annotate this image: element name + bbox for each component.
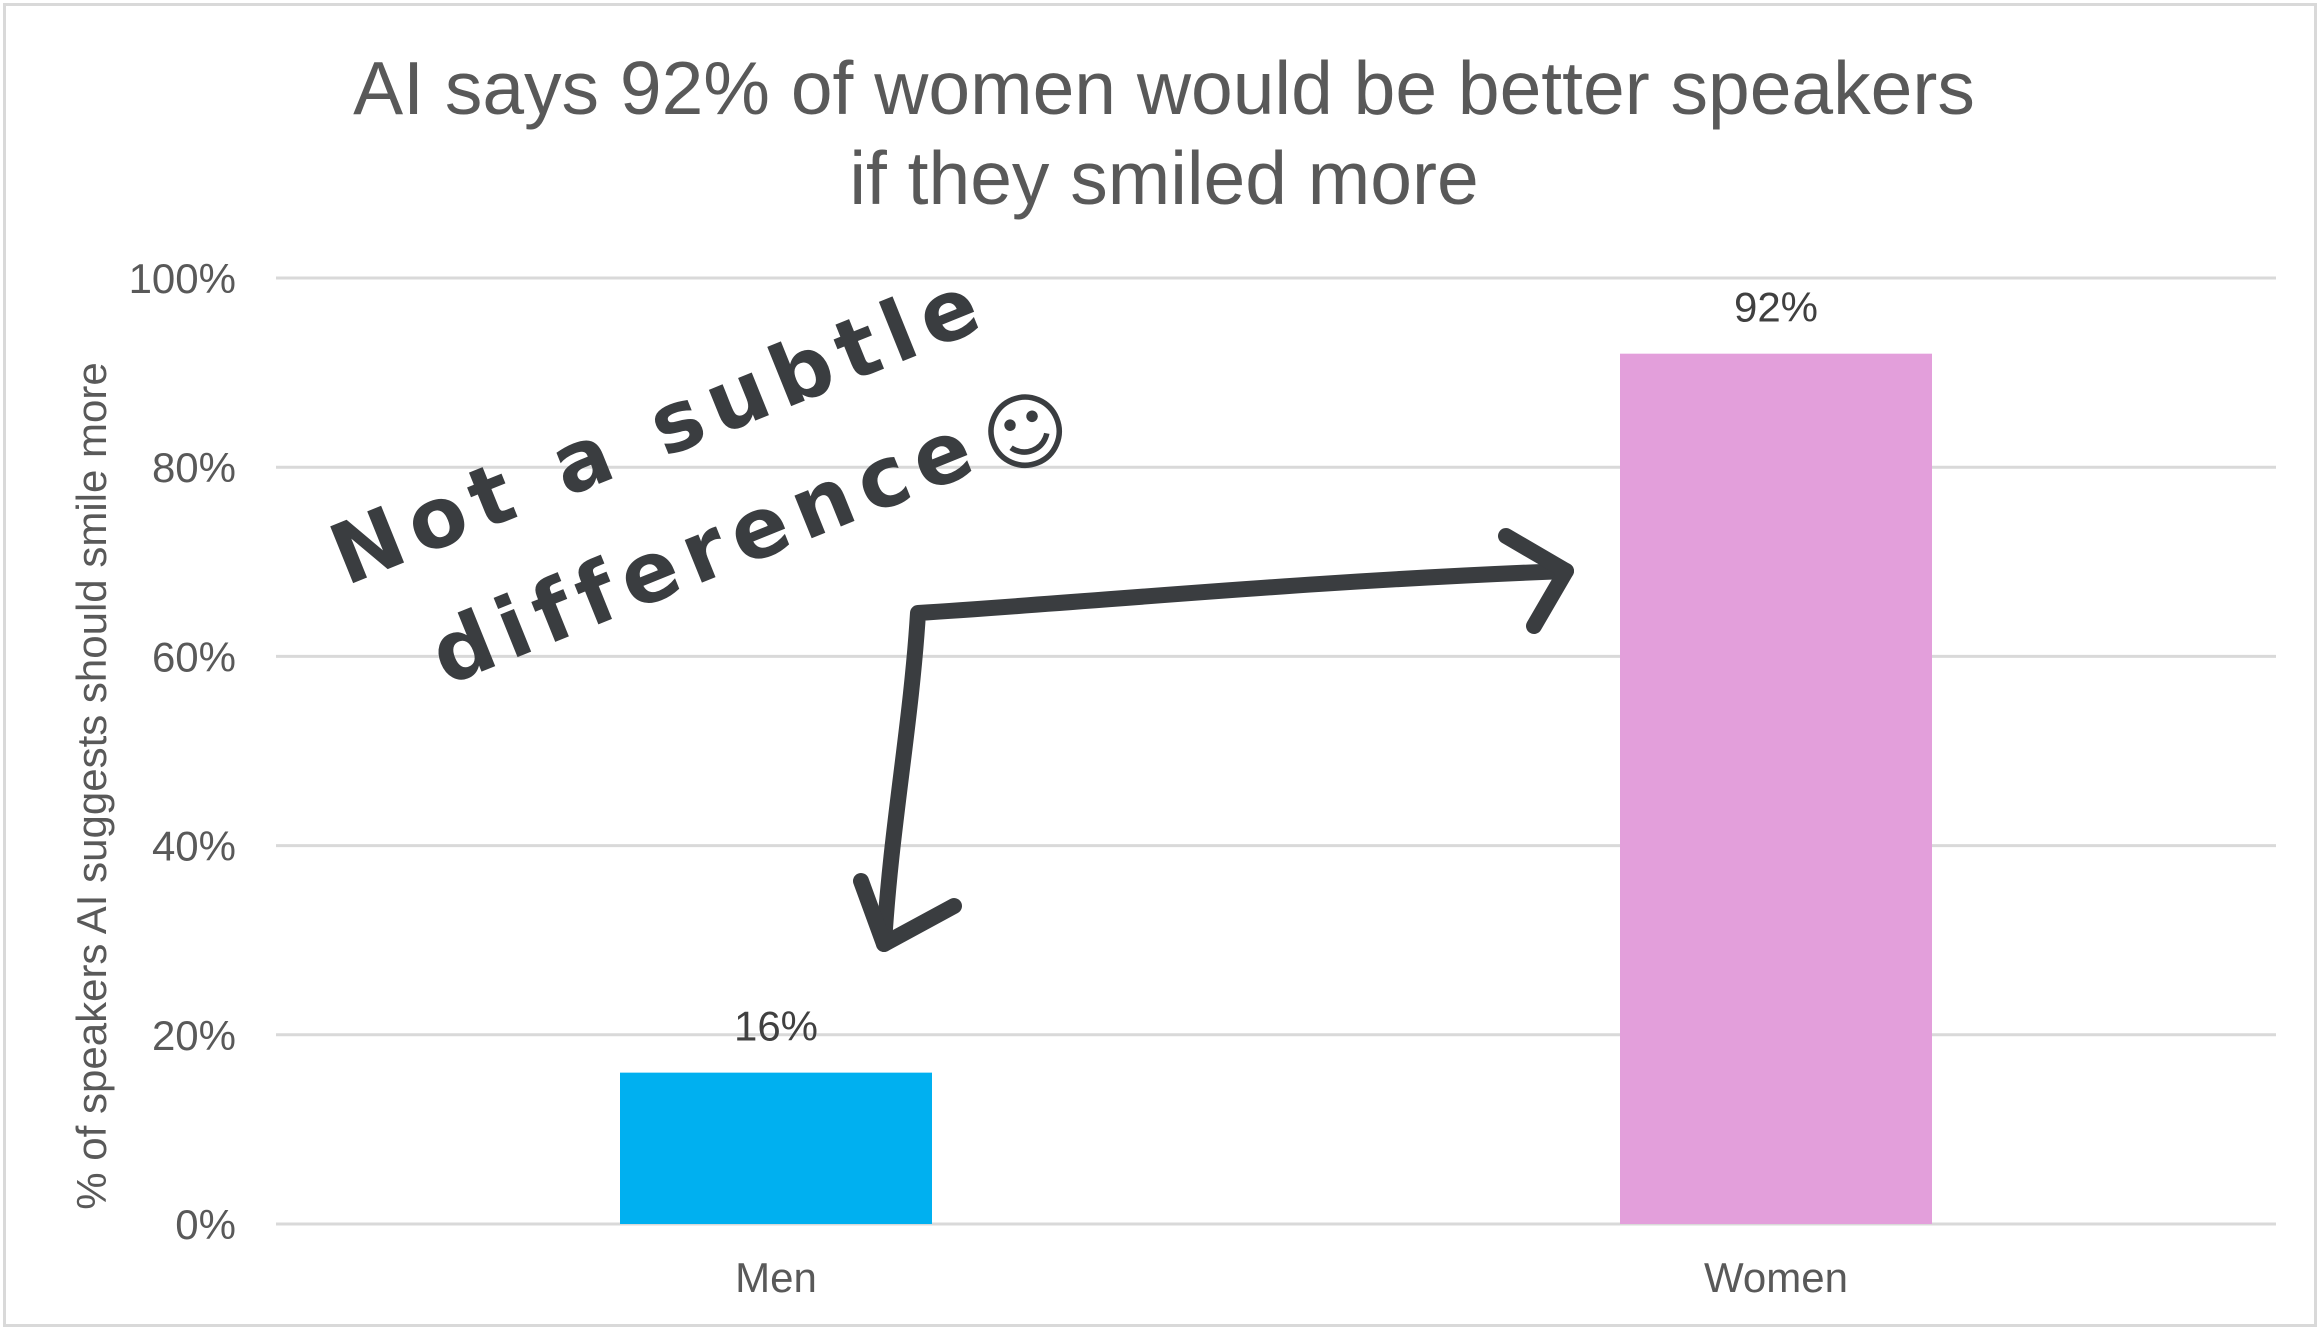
y-axis-ticks: 0% 20% 40% 60% 80% 100% [129,255,236,1248]
y-tick-label: 0% [175,1201,236,1248]
arrow-head-down-icon [853,873,962,952]
x-category-label-men: Men [735,1254,817,1301]
gridlines [276,276,2276,1226]
y-tick-label: 20% [152,1012,236,1059]
data-label-women: 92% [1734,284,1818,331]
y-tick-label: 100% [129,255,236,302]
chart-frame: AI says 92% of women would be better spe… [3,3,2317,1327]
x-axis-categories: Men Women [735,1254,1848,1301]
y-tick-label: 40% [152,823,236,870]
bar-chart: AI says 92% of women would be better spe… [68,46,2276,1301]
y-tick-label: 80% [152,444,236,491]
chart-title-line-2: if they smiled more [849,136,1478,220]
annotation-arrow-line [876,563,1574,952]
y-axis-label: % of speakers AI suggests should smile m… [68,362,115,1209]
arrow-head-right-icon [1498,528,1574,634]
bars [620,353,1932,1224]
chart-title-line-1: AI says 92% of women would be better spe… [353,46,1975,130]
data-label-men: 16% [734,1003,818,1050]
handwritten-annotation: Not a subtle difference ☺ [317,252,1574,952]
bar-women [1620,353,1932,1224]
x-category-label-women: Women [1704,1254,1848,1301]
data-labels: 16% 92% [734,284,1818,1050]
chart-title: AI says 92% of women would be better spe… [353,46,1975,220]
y-tick-label: 60% [152,633,236,680]
bar-men [620,1072,932,1224]
